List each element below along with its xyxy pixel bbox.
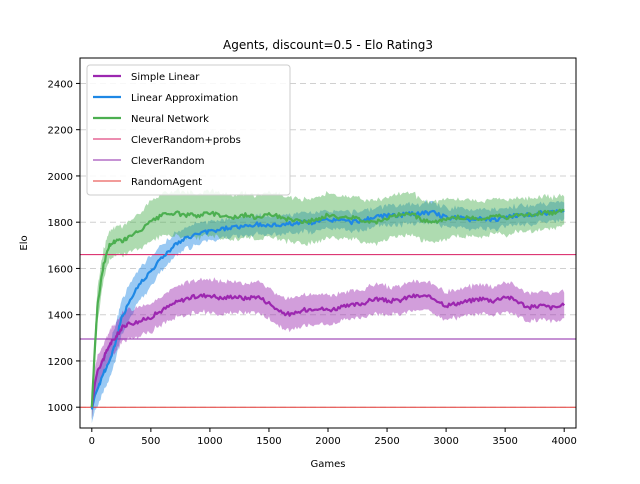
x-tick-label-3500: 3500 <box>492 436 517 447</box>
x-tick-label-3000: 3000 <box>433 436 458 447</box>
x-tick-label-1500: 1500 <box>256 436 281 447</box>
y-tick-label-1000: 1000 <box>48 403 73 414</box>
x-tick-label-2000: 2000 <box>315 436 340 447</box>
x-tick-label-2500: 2500 <box>374 436 399 447</box>
y-tick-label-2400: 2400 <box>48 79 73 90</box>
y-tick-label-1200: 1200 <box>48 357 73 368</box>
y-tick-label-1800: 1800 <box>48 218 73 229</box>
y-tick-label-1600: 1600 <box>48 264 73 275</box>
x-tick-label-500: 500 <box>141 436 160 447</box>
legend-label-linear-approximation: Linear Approximation <box>131 93 238 104</box>
legend-label-cleverrandom-probs: CleverRandom+probs <box>131 135 241 146</box>
line-neural-network <box>90 208 565 408</box>
reference-lines <box>80 254 576 408</box>
y-tick-label-1400: 1400 <box>48 311 73 322</box>
band-simple-linear <box>91 277 565 419</box>
x-tick-label-1000: 1000 <box>197 436 222 447</box>
band-linear-approximation <box>91 200 565 424</box>
chart-title: Agents, discount=0.5 - Elo Rating3 <box>223 38 433 52</box>
x-tick-label-0: 0 <box>89 436 95 447</box>
legend-label-randomagent: RandomAgent <box>131 177 202 188</box>
x-tick-label-4000: 4000 <box>551 436 576 447</box>
band-neural-network <box>91 188 565 420</box>
confidence-bands <box>91 188 565 424</box>
x-axis-ticks: 0 500 1000 1500 2000 2500 3000 3500 4000 <box>89 428 577 447</box>
legend-label-simple-linear: Simple Linear <box>131 72 200 83</box>
line-simple-linear <box>90 293 566 408</box>
y-tick-label-2000: 2000 <box>48 172 73 183</box>
x-axis-label: Games <box>311 459 346 470</box>
legend-box <box>86 64 291 196</box>
series-lines <box>90 208 566 410</box>
y-tick-label-2200: 2200 <box>48 126 73 137</box>
legend-label-neural-network: Neural Network <box>131 114 209 125</box>
legend-label-cleverrandom: CleverRandom <box>131 156 205 167</box>
y-axis-ticks: 1000 1200 1400 1600 1800 2000 2200 2400 <box>48 79 80 414</box>
legend: Simple Linear Linear Approximation Neural … <box>86 64 291 196</box>
y-axis-label: Elo <box>19 235 30 250</box>
